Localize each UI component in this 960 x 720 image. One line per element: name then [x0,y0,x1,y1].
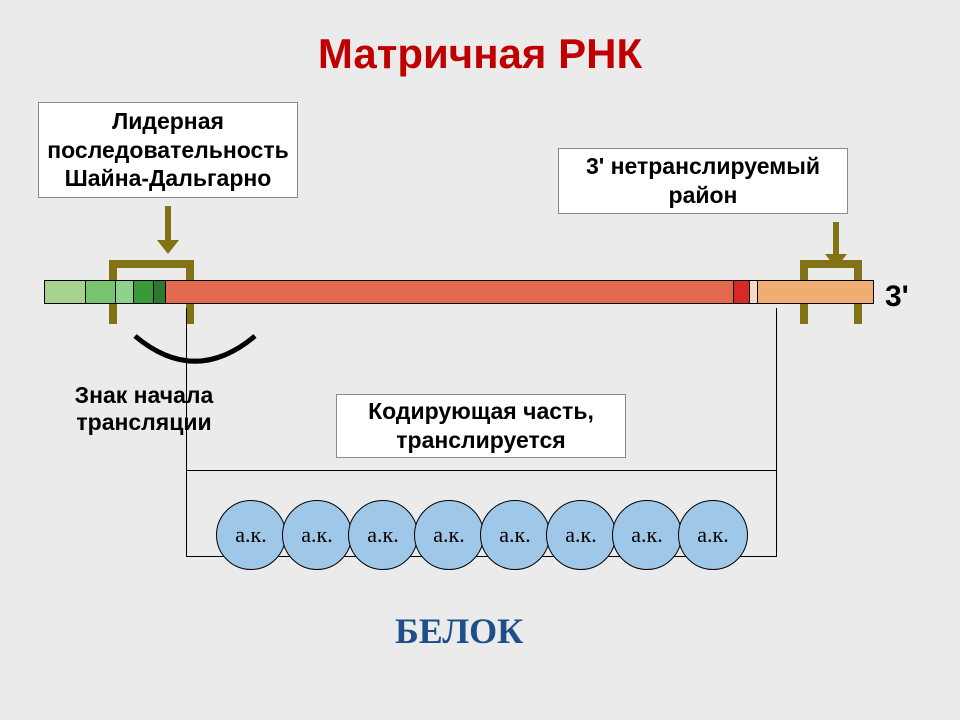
mrna-segment [733,281,749,303]
three-prime-end-label: 3' [885,280,909,314]
amino-acid: а.к. [348,500,418,570]
amino-acid: а.к. [414,500,484,570]
start-arc [130,331,260,377]
amino-acid: а.к. [546,500,616,570]
coding-frame-bottom [186,470,777,471]
amino-acid: а.к. [678,500,748,570]
mrna-segment [749,281,757,303]
diagram-stage: Матричная РНК Лидернаяпоследовательность… [0,0,960,720]
coding-region-label: Кодирующая часть,транслируется [336,394,626,458]
leader-arrow-head [157,240,179,254]
mrna-segment [133,281,153,303]
translation-start-label: Знак началатрансляции [44,382,244,436]
amino-acid: а.к. [612,500,682,570]
mrna-segment [85,281,115,303]
leader-arrow-shaft [165,206,171,240]
amino-acid: а.к. [480,500,550,570]
amino-acid: а.к. [216,500,286,570]
amino-acid: а.к. [282,500,352,570]
utr3-arrow-shaft [833,222,839,254]
mrna-strip [44,280,874,304]
protein-label: БЕЛОК [395,610,523,652]
coding-frame-right [776,308,777,470]
mrna-segment [165,281,734,303]
mrna-segment [45,281,85,303]
mrna-segment [757,281,873,303]
leader-sequence-label: ЛидернаяпоследовательностьШайна-Дальгарн… [38,102,298,198]
three-prime-utr-label: 3' нетранслируемыйрайон [558,148,848,214]
amino-acid-chain: а.к.а.к.а.к.а.к.а.к.а.к.а.к.а.к. [216,500,748,570]
mrna-segment [115,281,133,303]
page-title: Матричная РНК [0,30,960,78]
mrna-segment [153,281,165,303]
